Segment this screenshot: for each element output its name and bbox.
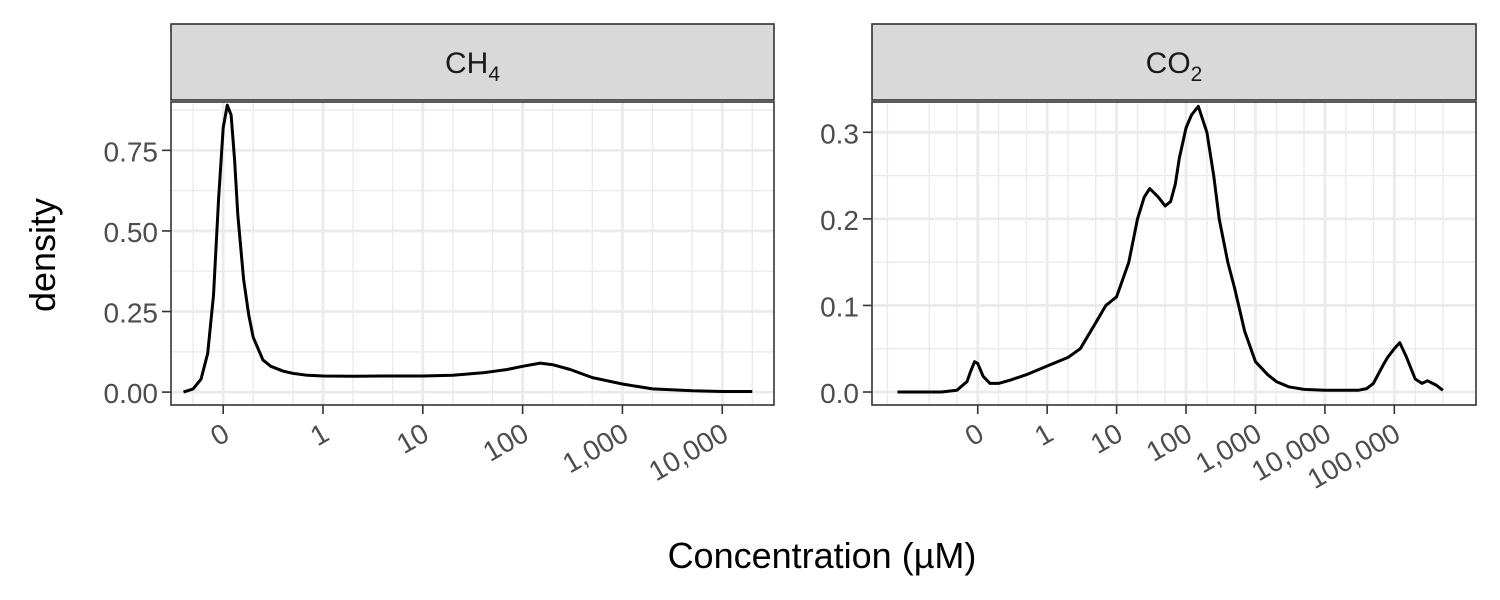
x-axis-label: Concentration (µM) xyxy=(668,535,977,576)
density-line xyxy=(183,103,753,394)
y-tick-label: 0.25 xyxy=(104,298,159,329)
x-tick-label: 0 xyxy=(205,417,234,452)
panel-border xyxy=(871,101,1477,406)
facet-strip xyxy=(871,23,1477,101)
x-tick-label: 0 xyxy=(960,417,989,452)
x-tick-label: 1 xyxy=(305,417,334,452)
y-axis-label: density xyxy=(22,198,63,312)
x-tick-label: 10,000 xyxy=(644,417,734,487)
panel-background xyxy=(872,102,1476,405)
y-tick-label: 0.3 xyxy=(820,118,859,149)
y-tick-label: 0.0 xyxy=(820,378,859,409)
facet-strip-label: CO2 xyxy=(1146,47,1203,86)
y-tick-label: 0.50 xyxy=(104,217,159,248)
panel-background xyxy=(171,102,774,405)
x-tick-label: 1 xyxy=(1029,417,1058,452)
panel-border xyxy=(170,101,775,406)
x-tick-label: 100 xyxy=(1141,417,1197,467)
y-tick-label: 0.1 xyxy=(820,291,859,322)
x-tick-label: 1,000 xyxy=(557,417,633,479)
y-tick-label: 0.2 xyxy=(820,205,859,236)
y-tick-label: 0.00 xyxy=(104,378,159,409)
x-tick-label: 10 xyxy=(391,417,433,459)
density-line xyxy=(897,104,1444,394)
facet-strip-label: CH4 xyxy=(445,47,500,86)
x-tick-label: 100 xyxy=(478,417,534,467)
facet-strip xyxy=(170,23,775,101)
y-tick-label: 0.75 xyxy=(104,136,159,167)
x-tick-label: 10 xyxy=(1085,417,1127,459)
ch4-facet-panel: CH4 0.00 0.25 0.50 0.75 0 1 10 100 1,000 10,000 xyxy=(104,23,775,487)
